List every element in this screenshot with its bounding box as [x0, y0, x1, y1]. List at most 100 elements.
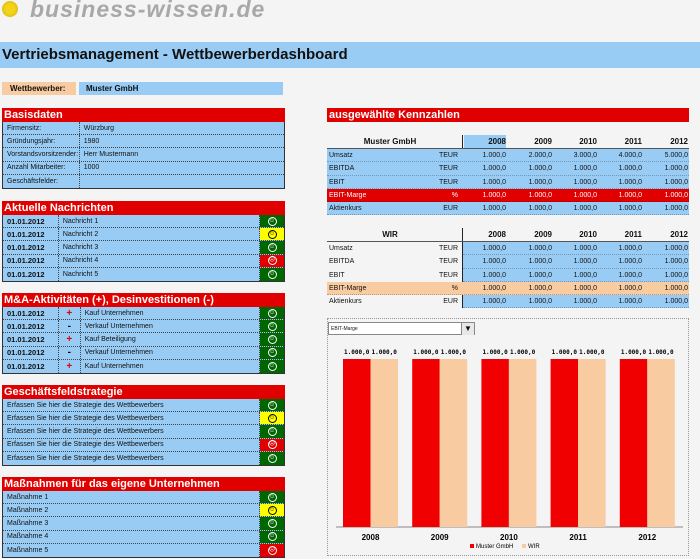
value-cell[interactable]: 1.000,0 [482, 191, 506, 199]
news-text[interactable]: Nachricht 3 [59, 241, 261, 254]
status-indicator-yellow[interactable]: ☺ [260, 504, 284, 517]
value-cell[interactable]: 1.000,0 [618, 205, 642, 213]
news-text[interactable]: Nachricht 1 [59, 215, 261, 228]
table-row[interactable]: 01.01.2012 + Kauf Unternehmen ☺ [3, 359, 284, 373]
value-cell[interactable]: 1.000,0 [482, 284, 506, 292]
bar-wir-2009[interactable] [439, 359, 468, 527]
table-row[interactable]: Maßnahme 2 ☺ [3, 504, 284, 518]
status-indicator-yellow[interactable]: ☺ [260, 412, 284, 425]
table-row[interactable]: EBITDA TEUR 1.000,0 1.000,0 1.000,0 1.000,0 1.… [0, 162, 700, 176]
value-cell[interactable]: 1.000,0 [482, 152, 506, 159]
date-cell[interactable]: 01.01.2012 [3, 267, 59, 281]
ma-text[interactable]: Kauf Beteiligung [81, 333, 261, 346]
value-cell[interactable]: 1.000,0 [664, 178, 688, 186]
status-indicator-green[interactable]: ☺ [260, 425, 284, 438]
sign-cell[interactable]: + [59, 307, 81, 320]
status-indicator-red[interactable]: ☹ [260, 254, 284, 267]
table-row[interactable]: Aktienkurs EUR 1.000,0 1.000,0 1.000,0 1.000,… [0, 295, 700, 309]
bar-wir-2008[interactable] [370, 359, 399, 527]
bar-wir-2012[interactable] [647, 359, 675, 527]
table-row[interactable]: Erfassen Sie hier die Strategie des Wett… [3, 425, 284, 439]
value-cell[interactable]: 1.000,0 [482, 165, 506, 173]
value-cell[interactable]: 1.000,0 [573, 191, 597, 199]
measure-text[interactable]: Maßnahme 5 [3, 543, 261, 557]
field-value[interactable]: Würzburg [83, 124, 115, 132]
competitor-select[interactable]: Muster GmbH [79, 82, 283, 95]
table-row[interactable]: Maßnahme 5 ☹ [3, 543, 284, 557]
bar-muster-gmbh-2012[interactable] [619, 359, 648, 527]
value-cell[interactable]: 1.000,0 [482, 271, 506, 279]
value-cell[interactable]: 4.000,0 [618, 152, 642, 159]
value-cell[interactable]: 1.000,0 [528, 284, 552, 292]
status-indicator-green[interactable]: ☺ [260, 320, 284, 333]
status-indicator-green[interactable]: ☺ [260, 530, 284, 543]
chart-metric-dropdown[interactable]: EBIT-Marge ▼ [328, 322, 475, 335]
status-indicator-green[interactable]: ☺ [260, 333, 284, 346]
table-row[interactable]: 01.01.2012- Verkauf Unternehmen ☺ [3, 346, 284, 360]
date-cell[interactable]: 01.01.2012 [3, 215, 59, 228]
table-row[interactable]: Umsatz TEUR 1.000,0 1.000,0 1.000,0 1.000,0 1.… [0, 242, 700, 256]
measure-text[interactable]: Maßnahme 2 [3, 504, 261, 517]
value-cell[interactable]: 1.000,0 [528, 271, 552, 279]
table-row[interactable]: 01.01.2012 + Kauf Beteiligung ☺ [3, 333, 284, 347]
status-indicator-green[interactable]: ☺ [260, 241, 284, 254]
value-cell[interactable]: 1.000,0 [618, 258, 642, 266]
table-row[interactable]: 01.01.2012 Nachricht 2 ☺ [3, 228, 284, 242]
value-cell[interactable]: 1.000,0 [482, 245, 506, 252]
news-text[interactable]: Nachricht 4 [59, 254, 261, 267]
value-cell[interactable]: 1.000,0 [528, 258, 552, 266]
value-cell[interactable]: 1.000,0 [664, 165, 688, 173]
value-cell[interactable]: 1.000,0 [482, 258, 506, 266]
value-cell[interactable]: 1.000,0 [573, 245, 597, 252]
value-cell[interactable]: 1.000,0 [618, 191, 642, 199]
table-row[interactable]: EBIT-Marge% 1.000,0 1.000,0 1.000,0 1.000,0 1… [0, 281, 700, 296]
value-cell[interactable]: 1.000,0 [664, 271, 688, 279]
status-indicator-red[interactable]: ☹ [260, 543, 284, 557]
value-cell[interactable]: 1.000,0 [618, 178, 642, 186]
table-row[interactable]: Maßnahme 1 ☺ [3, 491, 284, 505]
value-cell[interactable]: 1.000,0 [573, 178, 597, 186]
ma-text[interactable]: Verkauf Unternehmen [81, 320, 261, 333]
value-cell[interactable]: 1.000,0 [573, 205, 597, 213]
field-value[interactable]: 1000 [83, 164, 100, 172]
value-cell[interactable]: 1.000,0 [618, 298, 642, 306]
value-cell[interactable]: 1.000,0 [528, 205, 552, 213]
sign-cell[interactable]: - [59, 320, 81, 333]
value-cell[interactable]: 1.000,0 [528, 191, 552, 199]
strategy-text[interactable]: Erfassen Sie hier die Strategie des Wett… [3, 412, 261, 425]
bar-muster-gmbh-2011[interactable] [550, 359, 579, 527]
date-cell[interactable]: 01.01.2012 [3, 307, 59, 320]
bar-muster-gmbh-2008[interactable] [343, 359, 371, 527]
date-cell[interactable]: 01.01.2012 [3, 241, 59, 254]
value-cell[interactable]: 1.000,0 [528, 165, 552, 173]
date-cell[interactable]: 01.01.2012 [3, 359, 59, 373]
table-row[interactable]: Gründungsjahr: 1980 [3, 135, 284, 149]
measure-text[interactable]: Maßnahme 4 [3, 530, 261, 543]
status-indicator-green[interactable]: ☺ [260, 267, 284, 281]
measure-text[interactable]: Maßnahme 3 [3, 517, 261, 530]
ma-text[interactable]: Kauf Unternehmen [81, 359, 261, 373]
date-cell[interactable]: 01.01.2012 [3, 254, 59, 267]
field-value[interactable]: Herr Mustermann [83, 150, 139, 158]
status-indicator-green[interactable]: ☺ [260, 517, 284, 530]
field-label[interactable]: Vorstandsvorsitzender: [3, 148, 80, 161]
sign-cell[interactable]: + [59, 333, 81, 346]
date-cell[interactable]: 01.01.2012 [3, 228, 59, 241]
table-row[interactable]: 01.01.2012- Verkauf Unternehmen ☺ [3, 320, 284, 334]
value-cell[interactable]: 1.000,0 [528, 245, 552, 252]
ma-text[interactable]: Kauf Unternehmen [81, 307, 261, 320]
field-label[interactable]: Geschäftsfelder: [3, 174, 80, 188]
table-row[interactable]: Erfassen Sie hier die Strategie des Wett… [3, 412, 284, 426]
status-indicator-green[interactable]: ☺ [260, 451, 284, 465]
value-cell[interactable]: 5.000,0 [664, 152, 688, 159]
table-row[interactable]: Aktienkurs EUR 1.000,0 1.000,0 1.000,0 1.000,… [0, 202, 700, 216]
status-indicator-green[interactable]: ☺ [260, 307, 284, 320]
table-row[interactable]: EBITDA TEUR 1.000,0 1.000,0 1.000,0 1.000,0 1.… [0, 255, 700, 269]
value-cell[interactable]: 1.000,0 [528, 298, 552, 306]
strategy-text[interactable]: Erfassen Sie hier die Strategie des Wett… [3, 425, 261, 438]
sign-cell[interactable]: - [59, 346, 81, 359]
status-indicator-green[interactable]: ☺ [260, 215, 284, 228]
table-row[interactable]: Firmensitz: Würzburg [3, 122, 284, 136]
bar-muster-gmbh-2009[interactable] [412, 359, 440, 527]
value-cell[interactable]: 1.000,0 [573, 165, 597, 173]
